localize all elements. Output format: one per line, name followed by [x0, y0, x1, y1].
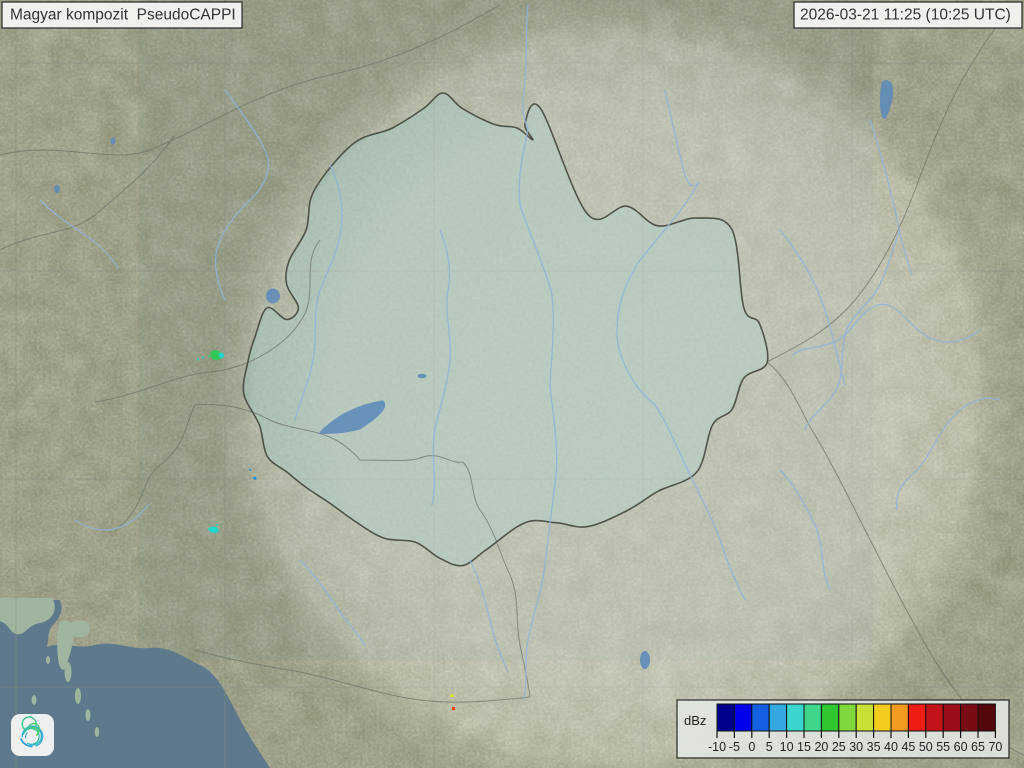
svg-text:60: 60 — [954, 740, 968, 754]
svg-text:10: 10 — [780, 740, 794, 754]
svg-text:-5: -5 — [729, 740, 740, 754]
svg-text:0: 0 — [748, 740, 755, 754]
svg-text:-10: -10 — [708, 740, 726, 754]
svg-text:5: 5 — [766, 740, 773, 754]
svg-text:70: 70 — [988, 740, 1002, 754]
svg-text:55: 55 — [936, 740, 950, 754]
svg-text:Magyar kompozit PseudoCAPPI: Magyar kompozit PseudoCAPPI — [10, 7, 236, 24]
svg-text:65: 65 — [971, 740, 985, 754]
svg-text:dBz: dBz — [684, 713, 706, 728]
svg-text:25: 25 — [832, 740, 846, 754]
svg-text:2026-03-21 11:25 (10:25 UTC): 2026-03-21 11:25 (10:25 UTC) — [800, 7, 1011, 24]
svg-text:40: 40 — [884, 740, 898, 754]
svg-text:15: 15 — [797, 740, 811, 754]
svg-text:30: 30 — [849, 740, 863, 754]
svg-text:45: 45 — [901, 740, 915, 754]
svg-text:50: 50 — [919, 740, 933, 754]
svg-text:35: 35 — [867, 740, 881, 754]
svg-text:20: 20 — [814, 740, 828, 754]
